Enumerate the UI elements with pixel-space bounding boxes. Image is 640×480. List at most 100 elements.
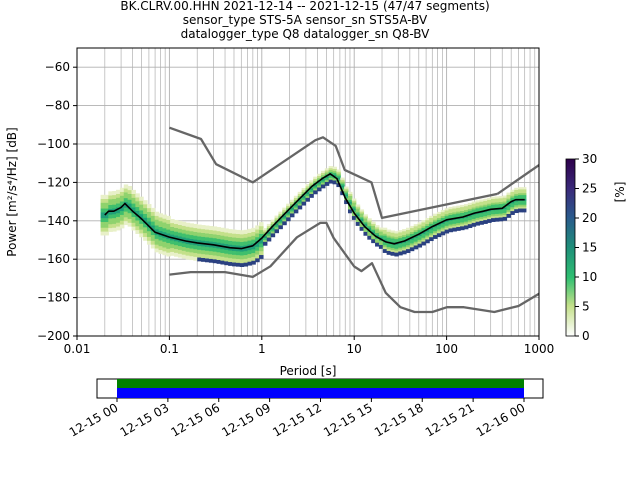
heatmap-cell bbox=[467, 223, 473, 227]
heatmap-cell bbox=[127, 218, 133, 221]
heatmap-cell bbox=[506, 194, 511, 197]
heatmap-cell bbox=[259, 229, 264, 233]
heatmap-cell bbox=[378, 246, 384, 249]
heatmap-cell bbox=[232, 243, 237, 246]
heatmap-cell bbox=[463, 223, 469, 226]
heatmap-cell bbox=[224, 259, 229, 262]
heatmap-cell bbox=[112, 219, 117, 222]
heatmap-cell bbox=[127, 195, 133, 198]
heatmap-cell bbox=[174, 248, 179, 251]
heatmap-cell bbox=[409, 248, 415, 252]
heatmap-cell bbox=[216, 253, 222, 257]
heatmap-cell bbox=[119, 214, 125, 217]
heatmap-cell bbox=[158, 230, 164, 233]
heatmap-cell bbox=[127, 209, 133, 212]
heatmap-cell bbox=[471, 209, 477, 212]
heatmap-cell bbox=[204, 244, 210, 247]
heatmap-cell bbox=[216, 236, 222, 239]
heatmap-cell bbox=[247, 240, 252, 243]
heatmap-cell bbox=[208, 235, 214, 238]
heatmap-cell bbox=[243, 233, 249, 236]
heatmap-cell bbox=[471, 220, 477, 223]
heatmap-cell bbox=[247, 234, 252, 237]
heatmap-cell bbox=[239, 249, 245, 252]
heatmap-cell bbox=[386, 250, 392, 253]
heatmap-cell bbox=[494, 200, 500, 203]
heatmap-cell bbox=[309, 195, 314, 198]
heatmap-cell bbox=[506, 211, 511, 215]
heatmap-cell bbox=[483, 214, 488, 217]
heatmap-cell bbox=[460, 218, 465, 221]
heatmap-cell bbox=[286, 207, 291, 210]
heatmap-cell bbox=[185, 230, 191, 233]
heatmap-cell bbox=[204, 260, 210, 263]
heatmap-cell bbox=[197, 239, 202, 243]
heatmap-cell bbox=[108, 197, 113, 200]
heatmap-cell bbox=[444, 223, 450, 226]
heatmap-cell bbox=[506, 209, 511, 213]
heatmap-cell bbox=[170, 253, 175, 256]
heatmap-cell bbox=[425, 233, 430, 236]
heatmap-cell bbox=[220, 254, 225, 257]
heatmap-cell bbox=[262, 235, 268, 239]
heatmap-cell bbox=[270, 233, 276, 236]
heatmap-cell bbox=[251, 229, 256, 232]
heatmap-cell bbox=[510, 212, 515, 215]
heatmap-cell bbox=[313, 190, 318, 193]
heatmap-cell bbox=[123, 188, 129, 191]
heatmap-cell bbox=[212, 232, 218, 235]
heatmap-cell bbox=[290, 215, 295, 218]
heatmap-cell bbox=[174, 231, 179, 234]
heatmap-cell bbox=[166, 215, 171, 219]
heatmap-cell bbox=[131, 212, 136, 216]
heatmap-cell bbox=[494, 215, 500, 218]
heatmap-cell bbox=[467, 218, 473, 221]
heatmap-cell bbox=[475, 206, 481, 209]
heatmap-cell bbox=[162, 218, 167, 221]
heatmap-cell bbox=[452, 221, 457, 224]
heatmap-cell bbox=[139, 227, 144, 230]
heatmap-cell bbox=[483, 198, 488, 201]
heatmap-cell bbox=[448, 214, 453, 217]
heatmap-cell bbox=[514, 197, 519, 200]
heatmap-cell bbox=[119, 203, 125, 206]
heatmap-cell bbox=[471, 207, 477, 210]
heatmap-cell bbox=[100, 206, 106, 209]
heatmap-cell bbox=[491, 206, 496, 209]
heatmap-cell bbox=[239, 253, 245, 256]
heatmap-cell bbox=[510, 189, 515, 192]
heatmap-cell bbox=[290, 199, 295, 202]
heatmap-cell bbox=[487, 220, 492, 223]
heatmap-cell bbox=[162, 216, 167, 219]
heatmap-cell bbox=[158, 251, 164, 254]
heatmap-cell bbox=[421, 224, 426, 227]
heatmap-cell bbox=[193, 248, 198, 252]
heatmap-cell bbox=[278, 215, 283, 218]
heatmap-cell bbox=[436, 229, 442, 232]
heatmap-cell bbox=[371, 221, 376, 224]
heatmap-cell bbox=[363, 220, 368, 223]
heatmap-cell bbox=[201, 240, 206, 243]
heatmap-cell bbox=[278, 226, 283, 230]
heatmap-cell bbox=[247, 251, 252, 255]
heatmap-cell bbox=[108, 212, 113, 215]
heatmap-cell bbox=[444, 215, 450, 219]
heatmap-cell bbox=[502, 214, 508, 217]
heatmap-cell bbox=[131, 218, 136, 221]
heatmap-cell bbox=[274, 217, 280, 220]
heatmap-cell bbox=[146, 211, 152, 214]
heatmap-cell bbox=[189, 227, 194, 230]
heatmap-cell bbox=[309, 187, 314, 191]
heatmap-cell bbox=[398, 245, 403, 248]
heatmap-cell bbox=[162, 226, 167, 229]
heatmap-cell bbox=[491, 214, 496, 217]
heatmap-cell bbox=[197, 245, 202, 248]
heatmap-cell bbox=[251, 247, 256, 250]
heatmap-cell bbox=[502, 203, 508, 206]
heatmap-cell bbox=[247, 230, 252, 233]
heatmap-cell bbox=[119, 218, 125, 221]
heatmap-cell bbox=[487, 218, 492, 222]
heatmap-cell bbox=[332, 182, 337, 185]
heatmap-cell bbox=[398, 251, 403, 254]
heatmap-cell bbox=[456, 219, 461, 222]
